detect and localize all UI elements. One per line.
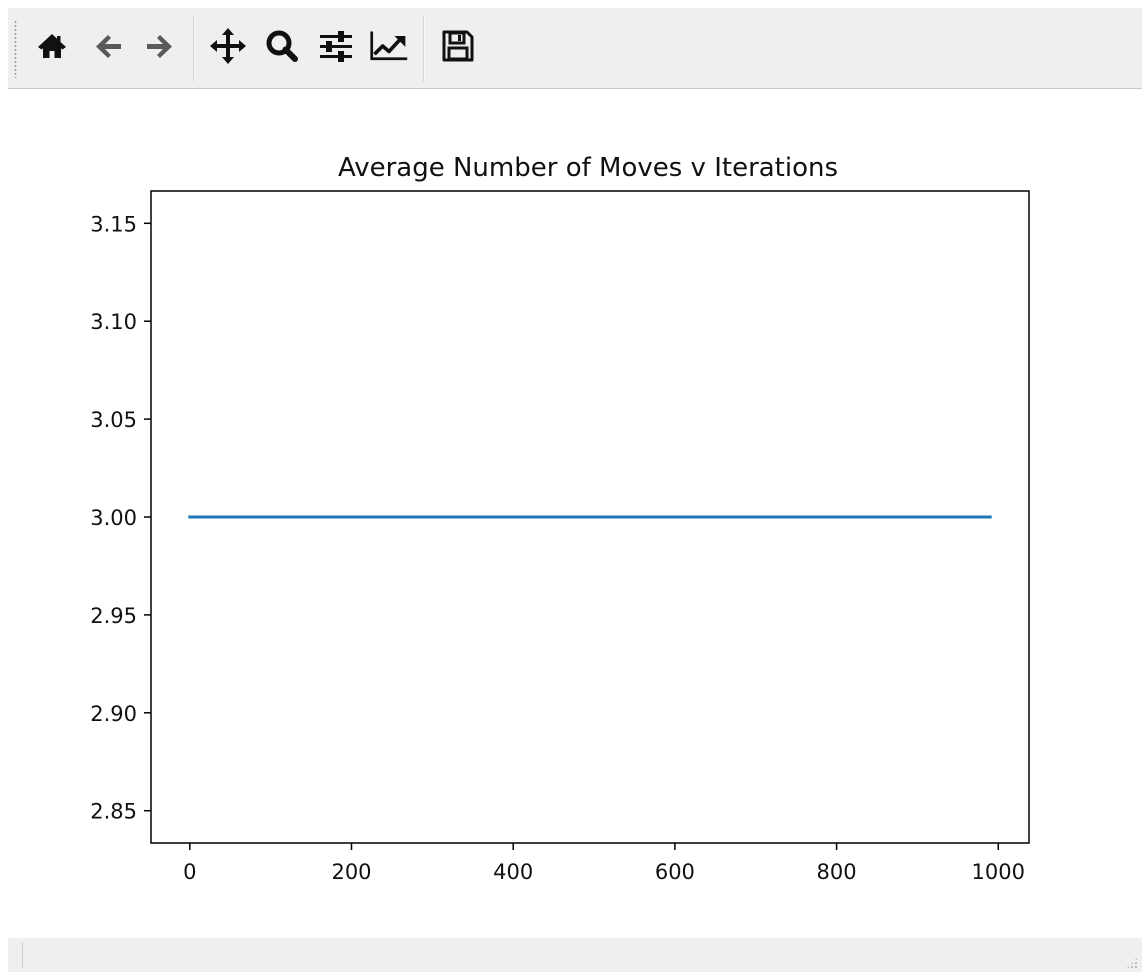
- toolbar-grip[interactable]: [14, 20, 17, 78]
- y-tick-label: 2.85: [90, 800, 137, 824]
- y-tick-label: 2.95: [90, 604, 137, 628]
- back-button[interactable]: [88, 26, 128, 66]
- x-tick-label: 200: [331, 860, 371, 884]
- status-bar: [8, 938, 1142, 972]
- arrow-right-icon: [147, 35, 172, 58]
- x-axis: 0 200 400 600 800 1000: [183, 843, 1025, 884]
- edit-axis-button[interactable]: [369, 26, 409, 66]
- y-tick-label: 3.05: [90, 408, 137, 432]
- toolbar-separator: [193, 16, 195, 82]
- axes-frame: [150, 190, 1030, 844]
- chart: Average Number of Moves v Iterations 2.8…: [90, 153, 1030, 884]
- y-tick-label: 2.90: [90, 702, 137, 726]
- forward-button[interactable]: [140, 26, 180, 66]
- move-icon: [210, 28, 246, 64]
- status-divider: [22, 942, 23, 968]
- y-axis: 2.85 2.90 2.95 3.00 3.05 3.10 3.15: [90, 212, 151, 824]
- magnifier-icon: [266, 30, 298, 62]
- line-chart-icon: [370, 31, 408, 61]
- x-tick-label: 600: [655, 860, 695, 884]
- zoom-button[interactable]: [262, 26, 302, 66]
- toolbar-separator: [423, 16, 425, 82]
- x-tick-label: 800: [817, 860, 857, 884]
- pan-button[interactable]: [208, 26, 248, 66]
- x-tick-label: 400: [493, 860, 533, 884]
- x-tick-label: 1000: [972, 860, 1025, 884]
- arrow-left-icon: [96, 35, 121, 58]
- y-tick-label: 3.00: [90, 506, 137, 530]
- y-tick-label: 3.15: [90, 212, 137, 236]
- chart-title: Average Number of Moves v Iterations: [338, 153, 838, 183]
- home-button[interactable]: [32, 26, 72, 66]
- size-grip[interactable]: [1126, 957, 1138, 969]
- configure-subplots-button[interactable]: [316, 26, 356, 66]
- x-tick-label: 0: [183, 860, 196, 884]
- floppy-disk-icon: [442, 30, 474, 62]
- y-tick-label: 3.10: [90, 310, 137, 334]
- save-button[interactable]: [438, 26, 478, 66]
- sliders-icon: [320, 31, 352, 62]
- navigation-toolbar: [8, 8, 1142, 89]
- home-icon: [38, 34, 66, 58]
- figure-canvas[interactable]: Average Number of Moves v Iterations 2.8…: [0, 90, 1143, 936]
